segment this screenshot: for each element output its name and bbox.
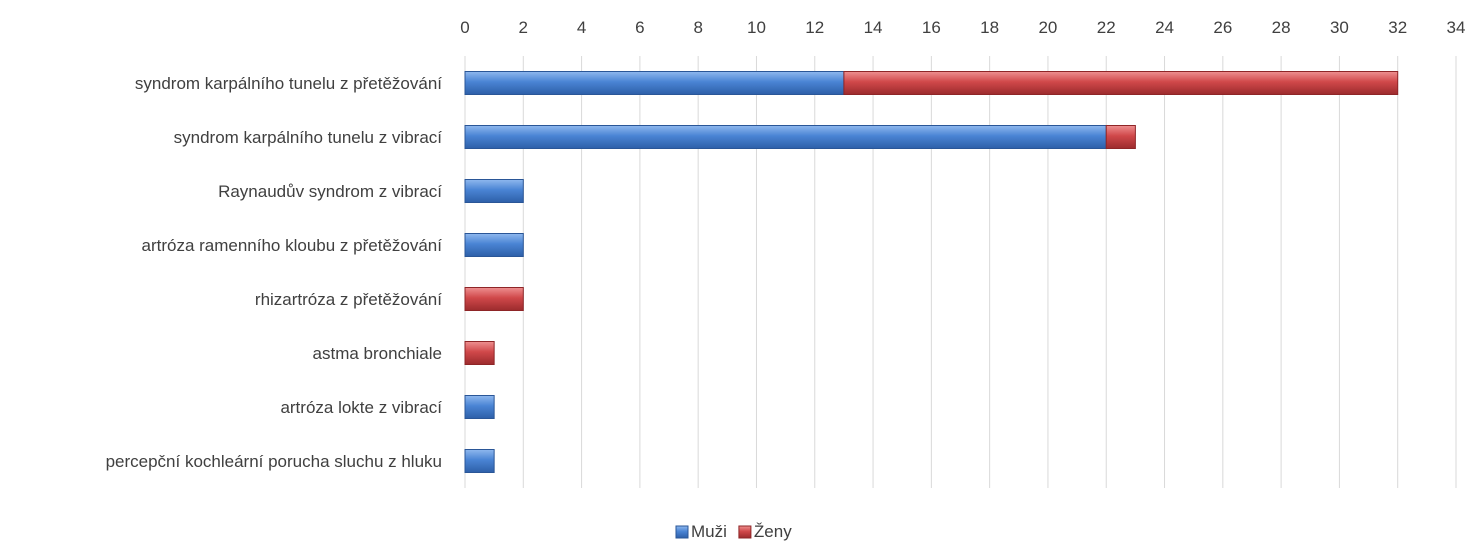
legend: Muži Ženy: [675, 522, 792, 541]
x-tick-label: 14: [864, 18, 883, 37]
bars: [464, 71, 1399, 473]
x-tick-label: 18: [980, 18, 999, 37]
bar-muzi: [464, 233, 524, 257]
x-tick-label: 10: [747, 18, 766, 37]
x-tick-label: 34: [1447, 18, 1466, 37]
x-tick-labels: 0 2 4 6 8 10 12 14 16 18 20 22 24 26 28 30 32 34: [460, 18, 1465, 37]
bar-muzi: [464, 71, 845, 95]
legend-label: Ženy: [754, 522, 792, 541]
category-label: Raynaudův syndrom z vibrací: [218, 182, 442, 201]
x-tick-label: 0: [460, 18, 469, 37]
bar-muzi: [464, 449, 495, 473]
x-tick-label: 32: [1388, 18, 1407, 37]
category-labels: syndrom karpálního tunelu z přetěžování s…: [106, 74, 443, 471]
legend-swatch: [675, 525, 689, 539]
x-tick-label: 24: [1155, 18, 1174, 37]
x-tick-label: 2: [519, 18, 528, 37]
category-label: syndrom karpálního tunelu z vibrací: [174, 128, 443, 147]
x-tick-label: 8: [693, 18, 702, 37]
category-label: syndrom karpálního tunelu z přetěžování: [135, 74, 442, 93]
x-tick-label: 16: [922, 18, 941, 37]
category-label: rhizartróza z přetěžování: [255, 290, 442, 309]
bar-muzi: [464, 125, 1107, 149]
bar-zeny: [464, 341, 495, 365]
bar-zeny: [1105, 125, 1136, 149]
bar-zeny: [464, 287, 524, 311]
x-tick-label: 20: [1038, 18, 1057, 37]
bar-zeny: [843, 71, 1399, 95]
x-tick-label: 4: [577, 18, 586, 37]
x-tick-label: 6: [635, 18, 644, 37]
bar-muzi: [464, 395, 495, 419]
category-label: artróza ramenního kloubu z přetěžování: [141, 236, 442, 255]
legend-swatch: [738, 525, 752, 539]
x-tick-label: 30: [1330, 18, 1349, 37]
x-tick-label: 12: [805, 18, 824, 37]
bar-muzi: [464, 179, 524, 203]
x-tick-label: 28: [1272, 18, 1291, 37]
category-label: astma bronchiale: [313, 344, 442, 363]
category-label: percepční kochleární porucha sluchu z hl…: [106, 452, 442, 471]
x-tick-label: 22: [1097, 18, 1116, 37]
category-label: artróza lokte z vibrací: [280, 398, 442, 417]
gridlines: [464, 56, 1457, 488]
x-tick-label: 26: [1213, 18, 1232, 37]
legend-label: Muži: [691, 522, 727, 541]
